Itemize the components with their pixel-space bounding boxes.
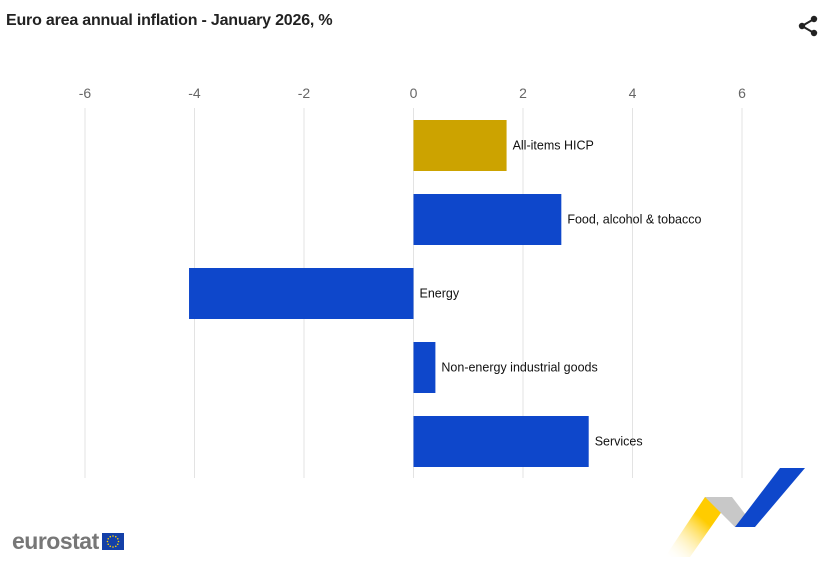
eu-flag-icon [101,533,124,550]
x-tick-label: 4 [629,85,637,101]
x-tick-label: 6 [738,85,746,101]
x-tick-label: -4 [188,85,201,101]
bar [189,268,414,319]
category-label: All-items HICP [513,139,594,153]
category-label: Food, alcohol & tobacco [567,213,701,227]
bar [413,342,436,393]
x-tick-label: 2 [519,85,527,101]
x-tick-label: -2 [298,85,311,101]
bar [413,120,507,171]
logo-text: eurostat [12,528,99,554]
category-label: Non-energy industrial goods [441,361,597,375]
bar [413,416,589,467]
category-label: Energy [420,287,460,301]
bar [413,194,562,245]
x-tick-label: 0 [410,85,418,101]
chart-title: Euro area annual inflation - January 202… [6,12,333,29]
share-icon[interactable] [796,14,820,38]
eurostat-logo: eurostat [12,528,124,555]
bar-chart: -6 -4 -2 0 2 4 6 All-items HICP Food, alcohol & … [79,85,746,478]
decorative-ribbon [665,468,805,557]
x-tick-label: -6 [79,85,92,101]
category-label: Services [595,435,643,449]
